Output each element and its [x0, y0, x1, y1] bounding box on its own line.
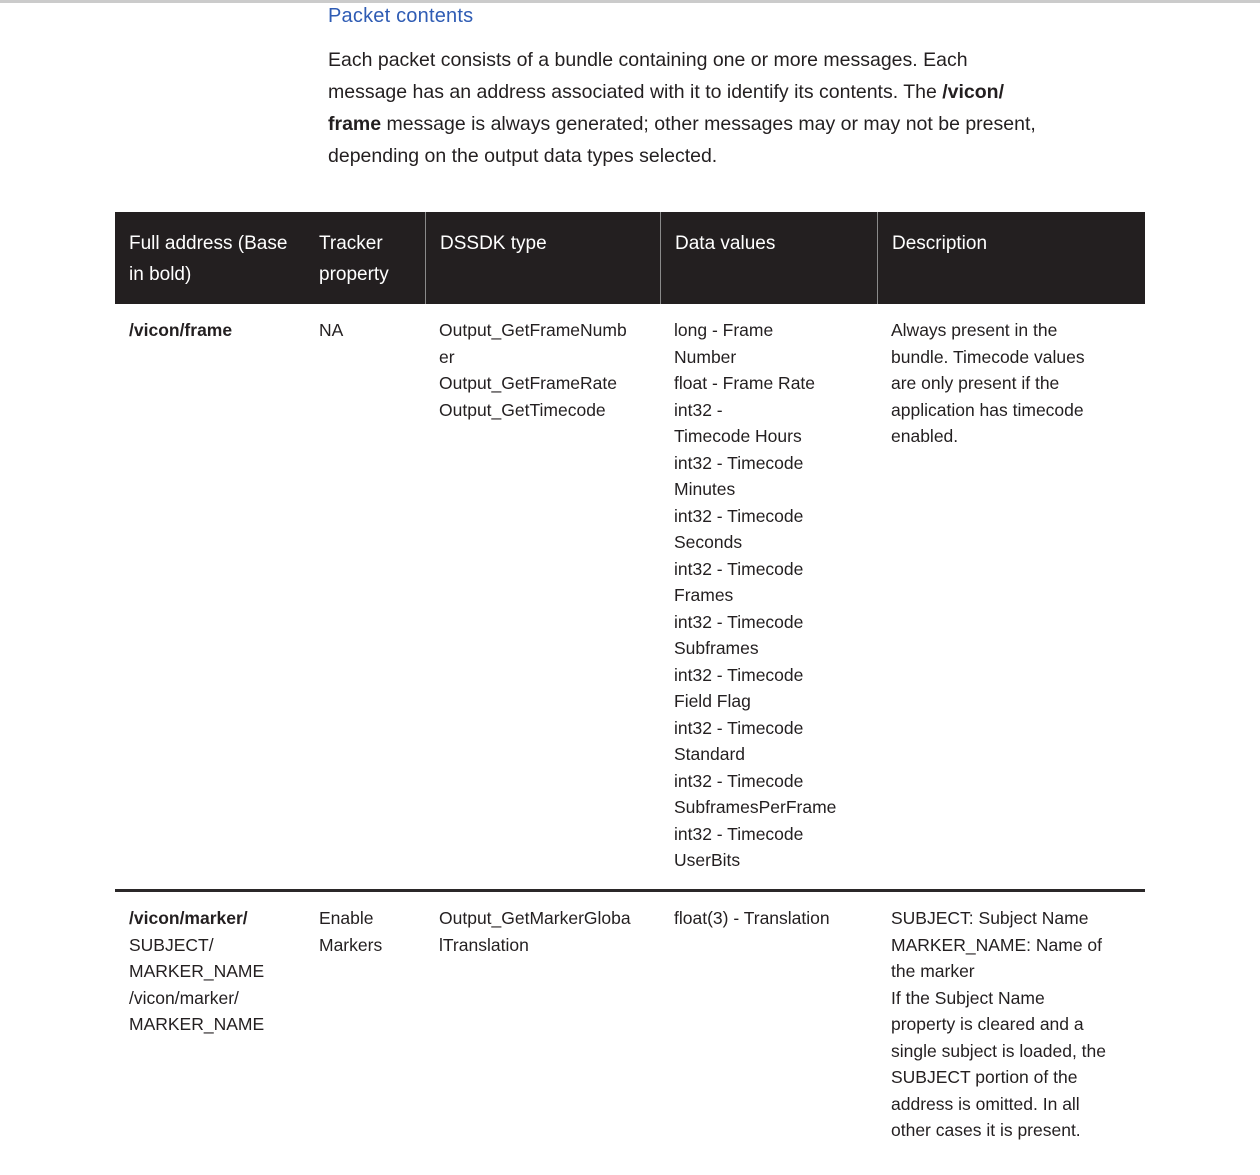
description-text: SUBJECT: Subject Name MARKER_NAME: Name …: [891, 908, 1106, 1140]
address-rest: SUBJECT/ MARKER_NAME /vicon/marker/ MARK…: [129, 934, 265, 1035]
table-row: /vicon/marker/SUBJECT/ MARKER_NAME /vico…: [115, 892, 1145, 1154]
dssdk-type-text: Output_GetFrameNumber Output_GetFrameRat…: [439, 320, 627, 420]
dssdk-type-text: Output_GetMarkerGlobalTranslation: [439, 908, 631, 955]
cell-data-values: long - Frame Number float - Frame Rate i…: [660, 304, 877, 889]
table-header-row: Full address (Base in bold) Tracker prop…: [115, 212, 1145, 304]
address-base: /vicon/marker/: [129, 908, 248, 928]
row-divider: [115, 889, 1145, 892]
table-row: /vicon/frame NA Output_GetFrameNumber Ou…: [115, 304, 1145, 889]
cell-description: SUBJECT: Subject Name MARKER_NAME: Name …: [877, 892, 1145, 1154]
top-border-strip: [0, 0, 1260, 3]
data-values-text: float(3) - Translation: [674, 908, 830, 928]
intro-line-1: Each packet consists of a bundle contain…: [328, 49, 968, 71]
intro-line-2: message has an address associated with i…: [328, 81, 943, 103]
header-cell-dssdk-type: DSSDK type: [425, 212, 660, 304]
cell-description: Always present in the bundle. Timecode v…: [877, 304, 1145, 889]
cell-dssdk-type: Output_GetMarkerGlobalTranslation: [425, 892, 660, 1154]
header-cell-description: Description: [877, 212, 1145, 304]
cell-full-address: /vicon/frame: [115, 304, 305, 889]
header-cell-full-address: Full address (Base in bold): [129, 233, 288, 285]
cell-full-address: /vicon/marker/SUBJECT/ MARKER_NAME /vico…: [115, 892, 305, 1154]
address-base: /vicon/frame: [129, 320, 233, 340]
header-cell-data-values: Data values: [660, 212, 877, 304]
intro-line-4: depending on the output data types selec…: [328, 145, 718, 167]
intro-paragraph: Each packet consists of a bundle contain…: [328, 44, 1158, 172]
intro-bold-vicon: /vicon/: [942, 81, 1005, 103]
header-cell-tracker-property: Tracker property: [319, 233, 389, 285]
page-title: Packet contents: [328, 5, 474, 27]
packet-contents-table: Full address (Base in bold) Tracker prop…: [115, 212, 1145, 1154]
cell-tracker-property: Enable Markers: [319, 908, 383, 955]
cell-dssdk-type: Output_GetFrameNumber Output_GetFrameRat…: [425, 304, 660, 889]
description-text: Always present in the bundle. Timecode v…: [891, 320, 1085, 446]
intro-bold-frame: frame: [328, 113, 382, 135]
intro-line-3: message is always generated; other messa…: [381, 113, 1036, 135]
cell-tracker-property: NA: [319, 320, 344, 340]
cell-data-values: float(3) - Translation: [660, 892, 877, 1154]
data-values-text: long - Frame Number float - Frame Rate i…: [674, 320, 837, 870]
